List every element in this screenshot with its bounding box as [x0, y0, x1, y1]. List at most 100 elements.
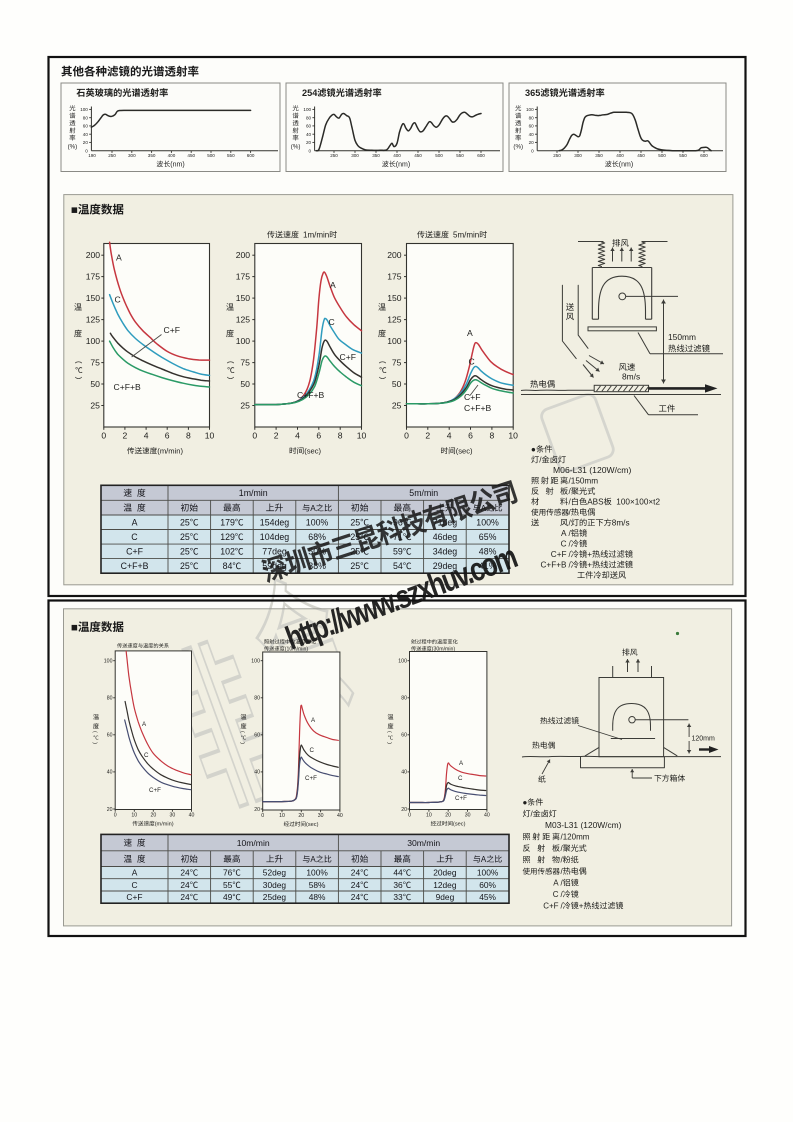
svg-text:100: 100 — [80, 107, 88, 112]
svg-text:A: A — [132, 518, 138, 528]
svg-text:80: 80 — [401, 696, 407, 702]
svg-text:1m/min: 1m/min — [303, 231, 329, 240]
svg-text:34deg: 34deg — [433, 547, 458, 557]
svg-text:60: 60 — [529, 124, 535, 129]
svg-text:365: 365 — [525, 88, 540, 98]
svg-text:25: 25 — [180, 547, 190, 557]
svg-text:200: 200 — [236, 250, 251, 260]
svg-text:100%: 100% — [306, 518, 329, 528]
svg-text:4: 4 — [447, 431, 452, 441]
svg-text:/: / — [561, 856, 564, 865]
svg-text:600: 600 — [477, 153, 485, 158]
svg-text:129: 129 — [220, 532, 235, 542]
svg-text:M03-L31: M03-L31 — [545, 820, 578, 830]
svg-text:(30m/min): (30m/min) — [432, 647, 456, 653]
svg-text:25: 25 — [350, 532, 360, 542]
svg-text:48%: 48% — [479, 547, 497, 557]
svg-text:60: 60 — [83, 124, 89, 129]
svg-text:A: A — [561, 529, 567, 538]
svg-text:): ) — [227, 377, 236, 380]
svg-text:24: 24 — [351, 880, 361, 890]
svg-text:550: 550 — [227, 153, 235, 158]
svg-text:300: 300 — [128, 153, 136, 158]
svg-text:ABS: ABS — [587, 498, 604, 507]
svg-text:10: 10 — [357, 431, 367, 441]
svg-text:33: 33 — [393, 892, 403, 902]
svg-text:100: 100 — [387, 336, 402, 346]
svg-text:100: 100 — [251, 659, 260, 665]
svg-text:25: 25 — [392, 401, 402, 411]
svg-text:): ) — [379, 377, 388, 380]
svg-text:C: C — [144, 752, 149, 759]
svg-text:■: ■ — [71, 622, 78, 634]
svg-text:1m/min: 1m/min — [239, 488, 268, 498]
svg-text:0: 0 — [252, 431, 257, 441]
svg-text:48%: 48% — [309, 892, 326, 902]
svg-text:84: 84 — [223, 561, 233, 571]
svg-text:300: 300 — [574, 153, 582, 158]
svg-text:500: 500 — [435, 153, 443, 158]
svg-text:71: 71 — [393, 532, 403, 542]
svg-text:40: 40 — [306, 132, 312, 137]
svg-text:450: 450 — [637, 153, 645, 158]
svg-text:C+F: C+F — [340, 352, 356, 362]
svg-text:6: 6 — [316, 431, 321, 441]
svg-text:(nm): (nm) — [170, 162, 184, 169]
svg-text:6: 6 — [468, 431, 473, 441]
svg-text:+: + — [587, 561, 592, 570]
svg-text:/: / — [569, 561, 572, 570]
svg-text:A: A — [330, 280, 336, 290]
svg-text:40: 40 — [337, 813, 343, 819]
svg-text:600: 600 — [700, 153, 708, 158]
svg-text:C+F+B: C+F+B — [541, 561, 567, 570]
svg-text:C+F: C+F — [464, 392, 480, 402]
svg-text:190: 190 — [88, 153, 96, 158]
svg-text:550: 550 — [456, 153, 464, 158]
svg-text:/: / — [539, 456, 542, 465]
svg-text:25: 25 — [90, 401, 100, 411]
svg-text:12deg: 12deg — [433, 880, 457, 890]
svg-text:10: 10 — [205, 431, 215, 441]
svg-text:76: 76 — [223, 868, 233, 878]
svg-text:9deg: 9deg — [436, 892, 455, 902]
svg-text:75: 75 — [240, 358, 250, 368]
svg-text:A: A — [310, 504, 316, 513]
svg-text:(sec): (sec) — [456, 447, 473, 456]
svg-text:25: 25 — [350, 518, 360, 528]
svg-text:/: / — [569, 498, 572, 507]
svg-text:75: 75 — [90, 358, 100, 368]
svg-text:550: 550 — [679, 153, 687, 158]
svg-text:50: 50 — [392, 379, 402, 389]
svg-text:125: 125 — [387, 315, 402, 325]
svg-text:60: 60 — [254, 733, 260, 739]
svg-text:(%): (%) — [291, 144, 301, 151]
svg-text:/: / — [561, 902, 564, 911]
svg-text:C: C — [469, 357, 475, 367]
svg-text:+: + — [587, 550, 592, 559]
svg-text:100%: 100% — [306, 868, 328, 878]
svg-text:C: C — [132, 880, 138, 890]
svg-text:10: 10 — [131, 813, 137, 819]
svg-text:(m/min): (m/min) — [155, 822, 174, 828]
svg-text:80: 80 — [306, 115, 312, 120]
svg-text:C+F: C+F — [126, 547, 143, 557]
svg-text:30deg: 30deg — [263, 880, 287, 890]
svg-text:46deg: 46deg — [433, 532, 458, 542]
svg-text:●: ● — [531, 445, 536, 454]
svg-text:500: 500 — [207, 153, 215, 158]
svg-text:C+F: C+F — [149, 787, 161, 794]
svg-text:0: 0 — [261, 813, 264, 819]
svg-text:100: 100 — [236, 336, 251, 346]
svg-text:10: 10 — [508, 431, 518, 441]
svg-text:(sec): (sec) — [306, 822, 319, 828]
svg-text:): ) — [92, 742, 98, 744]
svg-text:8m/s: 8m/s — [612, 519, 630, 528]
svg-text:100: 100 — [104, 659, 113, 665]
svg-text:24: 24 — [180, 880, 190, 890]
svg-text:(: ( — [92, 731, 98, 733]
svg-text:20: 20 — [445, 813, 451, 819]
svg-text:4: 4 — [295, 431, 300, 441]
svg-text:100: 100 — [303, 107, 311, 112]
svg-text:500: 500 — [658, 153, 666, 158]
svg-text:50: 50 — [90, 379, 100, 389]
